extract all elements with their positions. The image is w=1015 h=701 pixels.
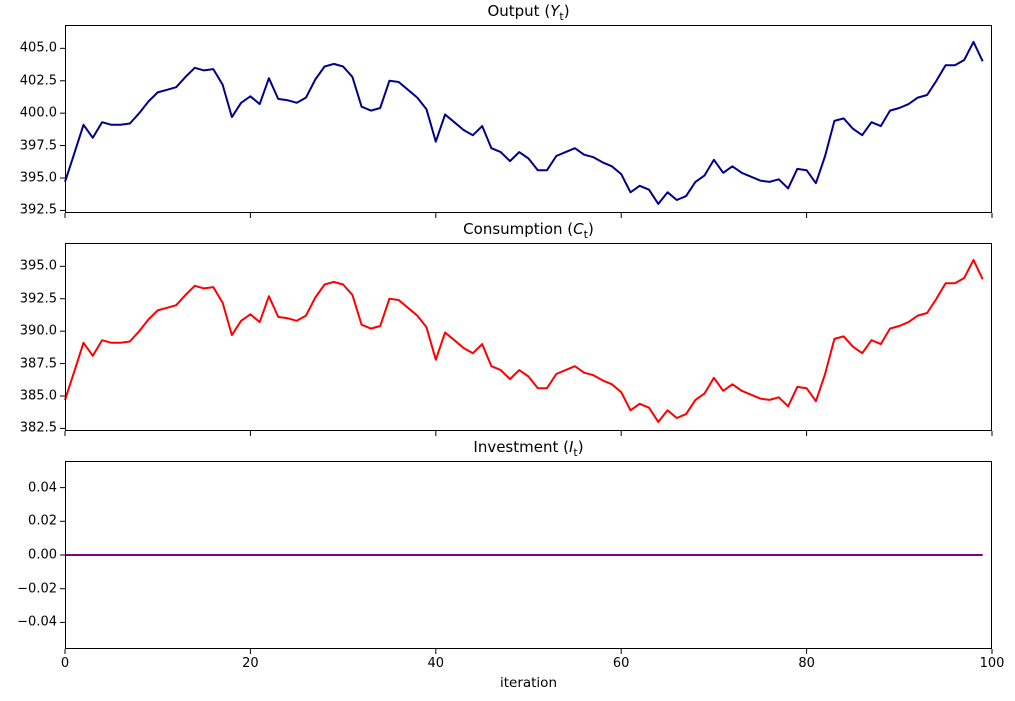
output-line <box>64 40 984 205</box>
y-tick-label: 395.0 <box>19 170 57 186</box>
consumption-line <box>64 258 984 423</box>
y-tick-label: 395.0 <box>19 258 57 274</box>
x-tick-label: 0 <box>60 656 70 671</box>
investment-title: Investment (It) <box>65 438 992 459</box>
subplot-consumption: Consumption (Ct) 395.0 392.5 390.0 387.5 385… <box>20 220 993 436</box>
x-tick-label: 100 <box>979 656 1005 671</box>
title-text: ) <box>563 2 570 20</box>
y-tick-label: 0.00 <box>28 547 57 563</box>
x-tick-label: 80 <box>798 656 815 671</box>
y-tick-label: −0.04 <box>17 614 57 630</box>
output-title: Output (Yt) <box>65 2 992 23</box>
investment-plot-area <box>60 461 993 654</box>
plot-border <box>65 25 992 213</box>
y-tick-label: 0.04 <box>28 480 57 496</box>
y-tick-label: 385.0 <box>19 388 57 404</box>
title-text: Consumption ( <box>463 220 574 238</box>
y-tick-label: 392.5 <box>19 291 57 307</box>
y-tick-label: −0.02 <box>17 581 57 597</box>
y-tick-label: 0.02 <box>28 513 57 529</box>
x-tick-label: 20 <box>242 656 259 671</box>
title-variable: C <box>573 220 584 238</box>
consumption-plot-area <box>60 243 993 436</box>
y-tick-label: 397.5 <box>19 138 57 154</box>
subplot-investment: Investment (It) iteration 0.04 0.02 0.00 −0… <box>17 438 1004 691</box>
plot-border <box>65 461 992 649</box>
consumption-title: Consumption (Ct) <box>65 220 992 241</box>
title-subscript: t <box>583 228 588 241</box>
title-text: ) <box>587 220 594 238</box>
y-tick-label: 402.5 <box>19 73 57 89</box>
title-subscript: t <box>573 446 578 459</box>
x-tick-label: 60 <box>612 656 630 671</box>
title-text: Investment ( <box>473 438 569 456</box>
y-tick-label: 400.0 <box>19 105 57 121</box>
title-text: ) <box>577 438 584 456</box>
y-tick-label: 392.5 <box>19 202 57 218</box>
x-tick-label: 40 <box>427 656 445 671</box>
plot-border <box>65 243 992 431</box>
y-tick-label: 390.0 <box>19 323 57 339</box>
y-tick-label: 382.5 <box>19 420 57 436</box>
title-subscript: t <box>559 10 564 23</box>
x-axis-label: iteration <box>499 675 558 691</box>
y-tick-label: 387.5 <box>19 356 57 372</box>
subplot-output: Output (Yt) 405.0 402.5 400.0 397.5 395.0 392… <box>20 2 993 218</box>
y-tick-label: 405.0 <box>19 40 57 56</box>
output-plot-area <box>60 25 993 218</box>
title-variable: I <box>568 438 574 456</box>
title-variable: Y <box>550 2 560 20</box>
title-text: Output ( <box>487 2 551 20</box>
